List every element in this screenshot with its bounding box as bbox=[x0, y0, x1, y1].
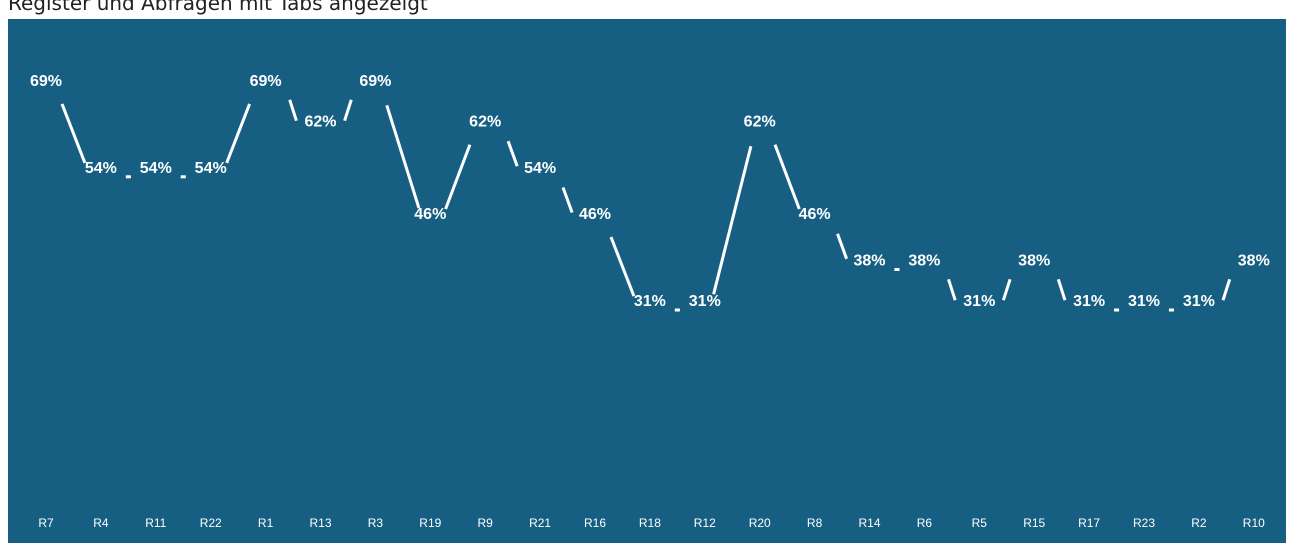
x-tick-r18: R18 bbox=[639, 516, 661, 530]
series-segment bbox=[1001, 278, 1012, 301]
series-line bbox=[60, 99, 1232, 312]
x-tick-r19: R19 bbox=[419, 516, 441, 530]
data-label-r22: 54% bbox=[195, 160, 227, 177]
data-label-r5: 31% bbox=[963, 293, 995, 310]
x-tick-r3: R3 bbox=[368, 516, 384, 530]
x-axis-tick-labels: R7 R4 R11 R22 R1 R13 R3 R19 R9 R21 R16 R18 R12 R20 R8 R… bbox=[38, 516, 1265, 530]
series-segment bbox=[225, 103, 251, 164]
data-label-r1: 69% bbox=[250, 73, 282, 90]
series-segment bbox=[343, 99, 353, 122]
data-label-r12: 31% bbox=[689, 293, 721, 310]
x-tick-r13: R13 bbox=[309, 516, 331, 530]
chart-caption: Register und Abfragen mit Tabs angezeigt bbox=[8, 0, 428, 15]
x-tick-r9: R9 bbox=[478, 516, 494, 530]
x-tick-r11: R11 bbox=[145, 516, 166, 530]
data-label-r3: 69% bbox=[359, 73, 391, 90]
x-tick-r17: R17 bbox=[1078, 516, 1100, 530]
series-segment bbox=[836, 233, 849, 260]
x-tick-r20: R20 bbox=[749, 516, 771, 530]
data-label-r9: 62% bbox=[469, 114, 501, 131]
series-segment bbox=[288, 99, 298, 122]
data-label-r14: 38% bbox=[853, 252, 885, 269]
drop-lines bbox=[45, 90, 1255, 496]
data-label-r20: 62% bbox=[744, 114, 776, 131]
data-label-r10: 38% bbox=[1238, 252, 1270, 269]
x-tick-r21: R21 bbox=[529, 516, 551, 530]
series-segment bbox=[561, 186, 574, 214]
x-tick-r10: R10 bbox=[1243, 516, 1265, 530]
data-label-r19: 46% bbox=[414, 206, 446, 223]
x-tick-r12: R12 bbox=[694, 516, 716, 530]
series-segment bbox=[444, 144, 472, 210]
data-label-r21: 54% bbox=[524, 160, 556, 177]
x-tick-r15: R15 bbox=[1023, 516, 1045, 530]
x-tick-r22: R22 bbox=[200, 516, 222, 530]
x-tick-r7: R7 bbox=[38, 516, 54, 530]
chart-panel bbox=[8, 19, 1286, 543]
x-tick-r6: R6 bbox=[917, 516, 933, 530]
series-segment bbox=[1221, 278, 1232, 301]
data-label-r7: 69% bbox=[30, 73, 62, 90]
x-tick-r2: R2 bbox=[1191, 516, 1207, 530]
data-label-r15: 38% bbox=[1018, 252, 1050, 269]
x-tick-r14: R14 bbox=[858, 516, 880, 530]
x-tick-r4: R4 bbox=[93, 516, 109, 530]
series-segment bbox=[385, 104, 421, 209]
data-label-r11: 54% bbox=[140, 160, 172, 177]
data-label-r4: 54% bbox=[85, 160, 117, 177]
data-labels: 69% 54% 54% 54% 69% 62% 69% 46% 62% 54% 46% 31% 31% 6… bbox=[30, 73, 1270, 310]
series-segment bbox=[506, 140, 519, 167]
data-label-r16: 46% bbox=[579, 206, 611, 223]
series-segment bbox=[712, 145, 753, 295]
x-tick-r1: R1 bbox=[258, 516, 274, 530]
x-tick-r5: R5 bbox=[972, 516, 988, 530]
data-label-r17: 31% bbox=[1073, 293, 1105, 310]
x-tick-r23: R23 bbox=[1133, 516, 1155, 530]
series-segment bbox=[60, 103, 87, 164]
data-label-r23: 31% bbox=[1128, 293, 1160, 310]
data-label-r8: 46% bbox=[799, 206, 831, 223]
data-label-r6: 38% bbox=[908, 252, 940, 269]
data-label-r18: 31% bbox=[634, 293, 666, 310]
data-label-r13: 62% bbox=[304, 114, 336, 131]
series-segment bbox=[773, 144, 801, 210]
series-segment bbox=[1056, 278, 1067, 301]
series-segment bbox=[609, 236, 636, 297]
data-label-r2: 31% bbox=[1183, 293, 1215, 310]
x-tick-r8: R8 bbox=[807, 516, 823, 530]
x-tick-r16: R16 bbox=[584, 516, 606, 530]
series-segment bbox=[947, 278, 957, 301]
